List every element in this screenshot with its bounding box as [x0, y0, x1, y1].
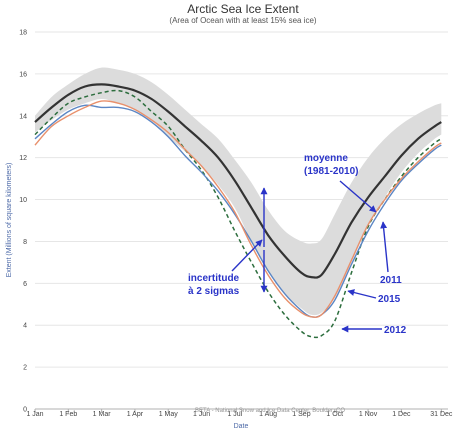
- y-tick-label: 4: [23, 323, 27, 330]
- x-tick-label: 1 May: [159, 411, 179, 418]
- series-line-2011: [34, 100, 442, 318]
- y-tick-label: 8: [23, 239, 27, 246]
- x-tick-label: 1 Aug: [259, 411, 277, 418]
- y-tick-label: 18: [19, 30, 27, 37]
- x-tick-label: 1 Jul: [227, 411, 242, 418]
- y-tick-label: 6: [23, 281, 27, 288]
- annot-2011: 2011: [380, 275, 402, 286]
- annot-mean-line1: moyenne: [304, 153, 348, 164]
- series-layer: [34, 83, 442, 339]
- annot-sigma-line1: incertitude: [188, 273, 240, 284]
- chart-subtitle: (Area of Ocean with at least 15% sea ice…: [169, 16, 317, 25]
- y-tick-label: 12: [19, 155, 27, 162]
- y-tick-label: 16: [19, 71, 27, 78]
- series-line-2015: [34, 104, 442, 318]
- annot-2012: 2012: [384, 325, 407, 336]
- axes: [34, 408, 448, 413]
- x-tick-label: 1 Apr: [127, 411, 144, 418]
- x-tick-label: 1 Jan: [26, 411, 43, 418]
- y-tick-labels: 0 2 4 6 8 10 12 14 16 18: [19, 30, 27, 414]
- series-line-moyenne-1981-2010: [34, 83, 442, 279]
- chart-title: Arctic Sea Ice Extent: [187, 2, 299, 16]
- annot-mean-arrow: [339, 180, 377, 213]
- x-tick-label: 1 Sep: [292, 411, 310, 418]
- x-tick-label: 1 Nov: [359, 411, 378, 418]
- annot-2015-arrow: [347, 289, 377, 299]
- x-tick-label: 31 Dec: [430, 411, 453, 418]
- x-tick-label: 1 Mar: [93, 411, 112, 418]
- x-tick-label: 1 Dec: [392, 411, 411, 418]
- y-tick-label: 2: [23, 365, 27, 372]
- annot-2011-arrow: [380, 221, 389, 273]
- x-tick-label: 1 Jun: [193, 411, 210, 418]
- x-tick-labels: 1 Jan 1 Feb 1 Mar 1 Apr 1 May 1 Jun 1 Jul 1 Aug…: [26, 411, 452, 418]
- annot-2015: 2015: [378, 294, 401, 305]
- annot-sigma-line2: à 2 sigmas: [188, 286, 240, 297]
- x-axis-label: Date: [234, 423, 249, 430]
- annot-sigma-arrow: [231, 239, 263, 272]
- sigma-band-layer: [35, 67, 442, 316]
- x-tick-label: 1 Feb: [59, 411, 77, 418]
- y-tick-label: 14: [19, 113, 27, 120]
- sigma-band: [35, 67, 442, 316]
- y-axis-label: Extent (Millions of square kilometers): [6, 163, 13, 278]
- annotations: moyenne (1981-2010) incertitude à 2 sigm…: [188, 153, 407, 336]
- y-tick-label: 0: [23, 407, 27, 414]
- x-tick-label: 1 Oct: [326, 411, 343, 418]
- series-line-2012: [34, 89, 442, 339]
- credit-text: BETA - National Snow and Ice Data Center…: [195, 408, 345, 414]
- y-tick-label: 10: [19, 197, 27, 204]
- annot-mean-line2: (1981-2010): [304, 166, 358, 177]
